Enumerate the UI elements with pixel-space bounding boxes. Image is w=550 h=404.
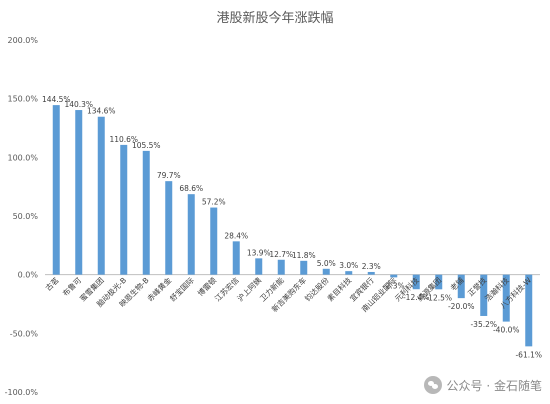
data-label: -61.1%	[515, 350, 542, 359]
data-label: 2.3%	[362, 262, 381, 271]
bar	[435, 274, 443, 290]
bar	[165, 181, 173, 275]
bar	[97, 116, 105, 275]
data-label: -20.0%	[448, 302, 475, 311]
data-label: -35.2%	[470, 320, 497, 329]
data-label: 105.5%	[132, 141, 161, 150]
data-label: -12.4%	[403, 293, 430, 302]
y-tick-label: 50.0%	[13, 212, 39, 221]
watermark-text: 公众号 · 金石随笔	[446, 378, 542, 393]
data-label: 13.9%	[247, 248, 271, 257]
chart-title: 港股新股今年涨跌幅	[216, 10, 333, 26]
bar	[457, 274, 465, 299]
bar	[142, 150, 150, 275]
data-label: 3.0%	[339, 261, 358, 270]
y-tick-label: 0.0%	[18, 271, 39, 280]
bar	[232, 241, 240, 275]
data-label: 110.6%	[109, 135, 138, 144]
bar	[75, 110, 83, 275]
bar	[525, 274, 533, 347]
bar	[322, 268, 330, 275]
y-tick-label: 200.0%	[7, 36, 38, 45]
data-label: -40.0%	[493, 326, 520, 335]
bar	[502, 274, 510, 322]
watermark: 公众号 · 金石随笔	[423, 376, 542, 394]
y-tick-label: 150.0%	[7, 95, 38, 104]
bar	[52, 105, 60, 275]
bar	[300, 260, 308, 275]
data-label: 5.0%	[317, 259, 336, 268]
data-label: 144.5%	[42, 95, 71, 104]
data-label: 57.2%	[202, 198, 226, 207]
data-label: 11.8%	[292, 251, 316, 260]
bar	[367, 271, 375, 275]
data-label: 28.4%	[224, 231, 248, 240]
category-label: 古茗	[43, 275, 61, 293]
bar	[412, 274, 420, 290]
data-label: -12.5%	[425, 293, 452, 302]
bar	[277, 259, 285, 275]
data-label: -2.3%	[383, 281, 405, 290]
data-label: 134.6%	[87, 107, 116, 116]
bar	[480, 274, 488, 316]
category-label: 舒宝国际	[167, 275, 196, 304]
y-tick-label: -50.0%	[10, 329, 39, 338]
y-tick-label: 100.0%	[7, 153, 38, 162]
bar	[255, 258, 263, 275]
y-tick-label: -100.0%	[5, 388, 39, 397]
bar	[210, 207, 218, 275]
bar	[187, 194, 195, 275]
wechat-icon	[423, 376, 442, 394]
data-label: 12.7%	[269, 250, 293, 259]
bar	[345, 271, 353, 275]
bar	[120, 144, 128, 275]
data-label: 68.6%	[179, 184, 203, 193]
bar	[390, 274, 398, 278]
data-label: 79.7%	[157, 171, 181, 180]
data-label: 140.3%	[64, 100, 93, 109]
